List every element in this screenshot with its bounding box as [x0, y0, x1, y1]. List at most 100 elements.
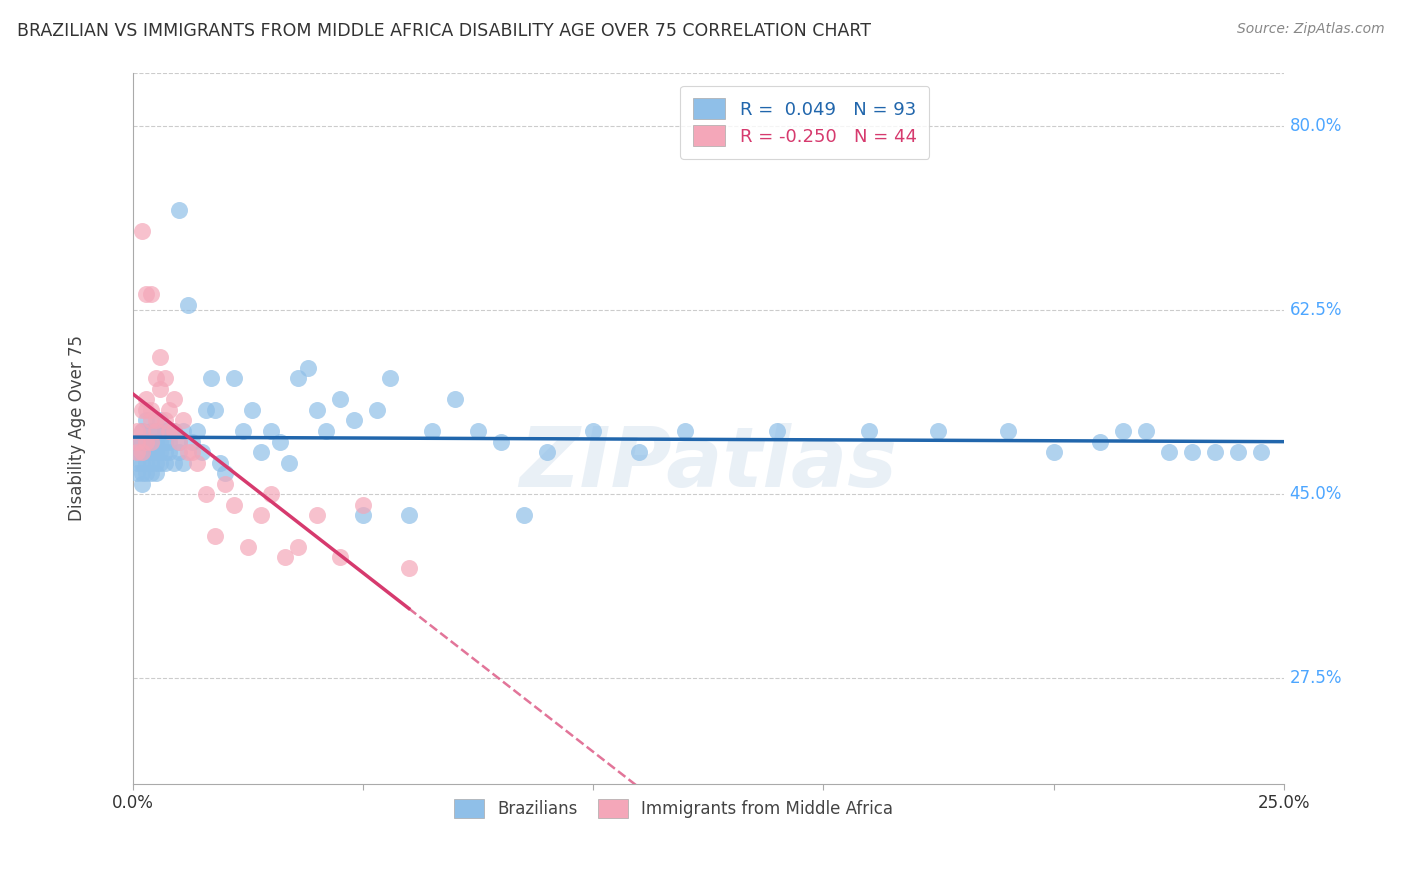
Point [766, 424, 789, 438]
Point [139, 424, 162, 438]
Text: 62.5%: 62.5% [1289, 301, 1343, 319]
Point [131, 424, 153, 438]
Point [260, 424, 283, 438]
Point [153, 434, 176, 449]
Point [127, 424, 149, 438]
Point [149, 445, 172, 459]
Point [582, 424, 605, 438]
Point [380, 371, 402, 385]
Point [172, 424, 194, 438]
Point [139, 413, 162, 427]
Point [204, 403, 226, 417]
Point [181, 445, 204, 459]
Point [250, 445, 273, 459]
Point [145, 424, 167, 438]
Text: 45.0%: 45.0% [1289, 485, 1341, 503]
Point [1088, 434, 1111, 449]
Point [305, 508, 328, 523]
Point [195, 403, 218, 417]
Point [135, 445, 157, 459]
Point [153, 371, 176, 385]
Point [139, 403, 162, 417]
Point [139, 434, 162, 449]
Text: ZIPatlas: ZIPatlas [519, 424, 897, 504]
Point [145, 371, 167, 385]
Point [167, 434, 190, 449]
Point [135, 413, 157, 427]
Point [342, 413, 364, 427]
Point [858, 424, 880, 438]
Point [297, 360, 319, 375]
Point [177, 445, 200, 459]
Point [1042, 445, 1064, 459]
Point [153, 424, 176, 438]
Point [135, 287, 157, 301]
Point [145, 413, 167, 427]
Point [172, 456, 194, 470]
Point [153, 456, 176, 470]
Point [131, 403, 153, 417]
Point [269, 434, 291, 449]
Point [305, 403, 328, 417]
Point [1226, 445, 1249, 459]
Point [444, 392, 467, 407]
Point [1204, 445, 1226, 459]
Point [467, 424, 489, 438]
Point [139, 287, 162, 301]
Point [149, 382, 172, 396]
Point [135, 392, 157, 407]
Point [131, 476, 153, 491]
Point [135, 434, 157, 449]
Point [222, 371, 245, 385]
Point [352, 508, 374, 523]
Point [131, 445, 153, 459]
Point [127, 456, 149, 470]
Point [131, 424, 153, 438]
Text: BRAZILIAN VS IMMIGRANTS FROM MIDDLE AFRICA DISABILITY AGE OVER 75 CORRELATION CH: BRAZILIAN VS IMMIGRANTS FROM MIDDLE AFRI… [17, 22, 870, 40]
Point [127, 445, 149, 459]
Point [153, 413, 176, 427]
Point [236, 540, 259, 554]
Point [157, 403, 180, 417]
Point [172, 413, 194, 427]
Point [513, 508, 536, 523]
Point [1111, 424, 1133, 438]
Text: Disability Age Over 75: Disability Age Over 75 [69, 335, 86, 521]
Point [1135, 424, 1157, 438]
Point [287, 540, 309, 554]
Point [1181, 445, 1204, 459]
Point [145, 434, 167, 449]
Point [135, 434, 157, 449]
Point [145, 456, 167, 470]
Point [366, 403, 388, 417]
Point [149, 351, 172, 365]
Point [278, 456, 301, 470]
Point [127, 434, 149, 449]
Point [1250, 445, 1272, 459]
Point [167, 445, 190, 459]
Point [145, 445, 167, 459]
Point [139, 445, 162, 459]
Point [222, 498, 245, 512]
Point [139, 434, 162, 449]
Point [131, 445, 153, 459]
Point [214, 476, 236, 491]
Point [157, 445, 180, 459]
Point [157, 434, 180, 449]
Point [139, 456, 162, 470]
Point [329, 392, 352, 407]
Point [127, 445, 149, 459]
Point [145, 445, 167, 459]
Point [287, 371, 309, 385]
Point [163, 424, 186, 438]
Point [145, 424, 167, 438]
Text: 27.5%: 27.5% [1289, 669, 1343, 688]
Point [127, 466, 149, 480]
Point [139, 466, 162, 480]
Point [149, 434, 172, 449]
Point [149, 413, 172, 427]
Point [131, 434, 153, 449]
Point [131, 466, 153, 480]
Point [204, 529, 226, 543]
Text: 80.0%: 80.0% [1289, 117, 1341, 135]
